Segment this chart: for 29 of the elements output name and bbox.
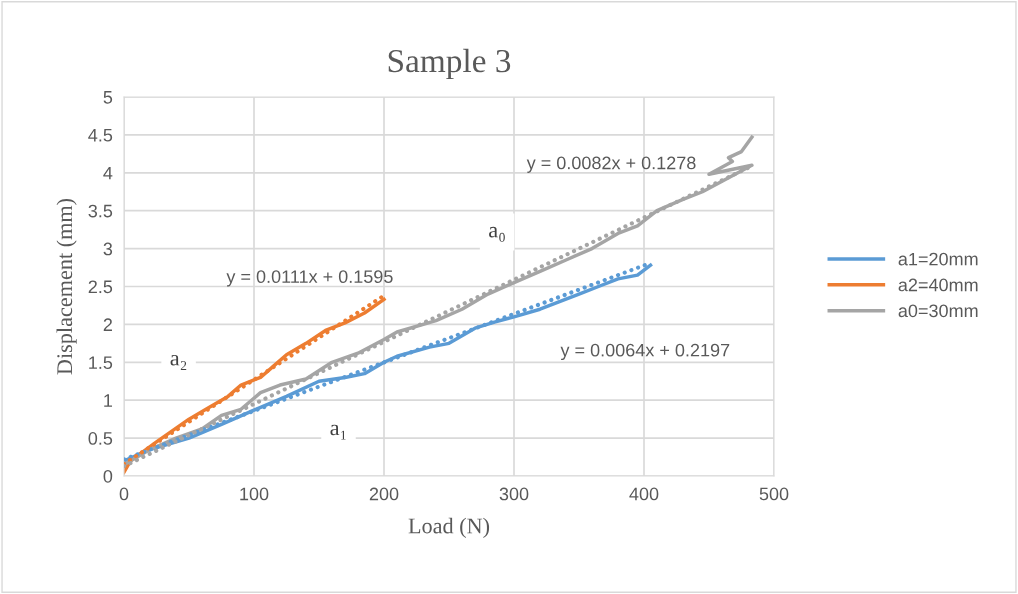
annotation: a₁: [330, 424, 346, 440]
y-tick-label: 1: [104, 394, 113, 407]
legend-label: a1=20mm: [898, 252, 978, 266]
y-tick-label: 2.5: [88, 280, 113, 294]
y-tick-label: 3: [103, 242, 113, 256]
x-tick-label: 300: [499, 487, 529, 501]
y-tick-label: 3.5: [88, 204, 113, 218]
x-axis-title: Load (N): [408, 517, 490, 538]
annotation: a₂: [170, 354, 187, 370]
legend-label: a0=30mm: [898, 304, 978, 318]
y-axis-title: Displacement (mm): [56, 198, 77, 375]
y-tick-label: 4.5: [88, 129, 113, 142]
chart-title: Sample 3: [388, 48, 511, 80]
annotation: a₀: [489, 226, 505, 242]
y-tick-label: 1.5: [89, 356, 113, 370]
x-tick-label: 400: [629, 487, 659, 501]
annotation: y = 0.0082x + 0.1278: [526, 156, 696, 173]
x-tick-label: 0: [119, 487, 129, 501]
y-tick-label: 4: [103, 166, 113, 180]
legend-label: a2=40mm: [898, 278, 978, 292]
x-tick-label: 500: [759, 487, 789, 501]
y-tick-label: 2: [103, 318, 112, 331]
annotation: y = 0.0111x + 0.1595: [226, 270, 393, 287]
y-tick-label: 5: [103, 91, 113, 104]
x-tick-label: 100: [240, 487, 269, 501]
annotation: y = 0.0064x + 0.2197: [560, 343, 730, 361]
y-tick-label: 0: [103, 469, 113, 483]
y-tick-label: 0.5: [88, 432, 113, 445]
x-tick-label: 200: [369, 487, 399, 501]
